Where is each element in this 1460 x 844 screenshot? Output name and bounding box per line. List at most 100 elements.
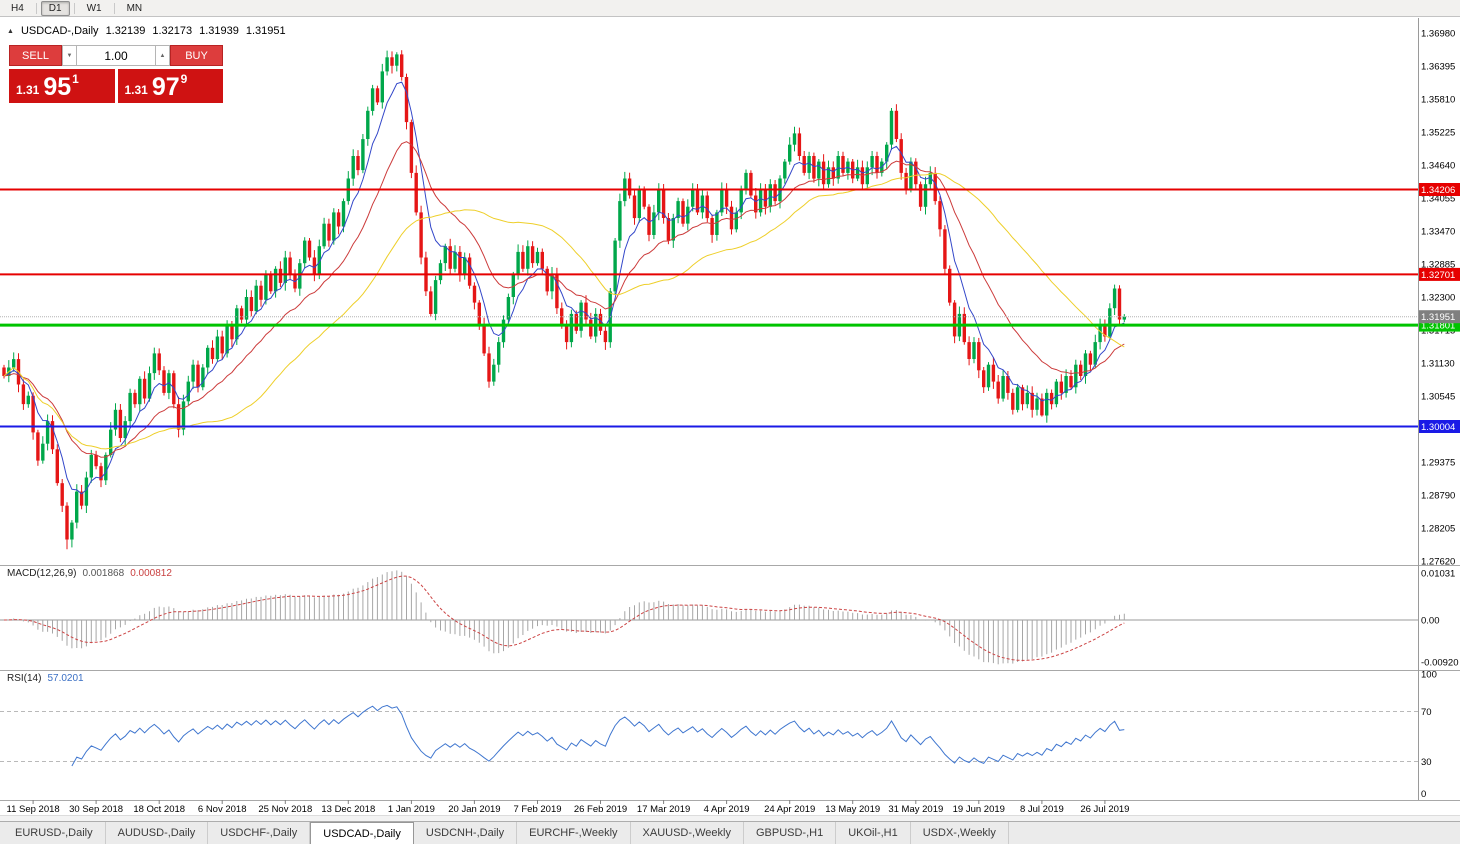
chart-symbol-label: USDCAD-,Daily [20,25,99,37]
svg-text:1.30545: 1.30545 [1421,392,1455,403]
svg-text:1.31801: 1.31801 [1421,321,1455,332]
chart-tab-gbpusd-h1[interactable]: GBPUSD-,H1 [744,822,837,844]
timeframe-toolbar: H4 D1 W1 MN [0,0,1460,17]
chart-tab-usdcad-daily[interactable]: USDCAD-,Daily [310,822,414,844]
svg-text:7 Feb 2019: 7 Feb 2019 [513,804,561,815]
svg-text:1.31130: 1.31130 [1421,359,1455,370]
svg-text:30 Sep 2018: 30 Sep 2018 [69,804,123,815]
horizontal-scrollbar[interactable] [0,815,1460,822]
trade-controls-row: SELL ▼ ▲ BUY [9,45,223,66]
volume-input[interactable] [77,45,155,66]
chart-tab-ukoil-h1[interactable]: UKOil-,H1 [836,822,911,844]
ask-price-display[interactable]: 1.31 97 9 [117,69,223,103]
svg-text:31 May 2019: 31 May 2019 [888,804,943,815]
chart-tab-eurchf-weekly[interactable]: EURCHF-,Weekly [517,822,631,844]
chart-tab-usdx-weekly[interactable]: USDX-,Weekly [911,822,1009,844]
svg-text:100: 100 [1421,670,1437,681]
chevron-up-icon: ▲ [159,52,166,59]
svg-text:1.34206: 1.34206 [1421,185,1455,196]
macd-layer [0,570,1418,665]
ask-price-prefix: 1.31 [124,83,148,97]
volume-decrease-button[interactable]: ▼ [62,45,77,66]
macd-signal-value: 0.000812 [130,568,172,579]
svg-text:30: 30 [1421,757,1432,768]
sell-button[interactable]: SELL [9,45,62,66]
svg-text:-0.00920: -0.00920 [1421,657,1459,668]
rsi-name: RSI(14) [7,673,42,684]
svg-text:8 Jul 2019: 8 Jul 2019 [1020,804,1064,815]
svg-text:20 Jan 2019: 20 Jan 2019 [448,804,500,815]
timeframe-button-w1[interactable]: W1 [86,2,102,14]
svg-text:1 Jan 2019: 1 Jan 2019 [388,804,435,815]
svg-text:26 Feb 2019: 26 Feb 2019 [574,804,627,815]
svg-text:1.35225: 1.35225 [1421,128,1455,139]
date-axis: 11 Sep 2018 30 Sep 2018 18 Oct 2018 6 Nov 2… [7,800,1129,815]
svg-text:6 Nov 2018: 6 Nov 2018 [198,804,247,815]
bid-ask-row: 1.31 95 1 1.31 97 9 [9,69,223,103]
svg-text:24 Apr 2019: 24 Apr 2019 [764,804,815,815]
svg-text:13 May 2019: 13 May 2019 [825,804,880,815]
chart-title: ▲ USDCAD-,Daily 1.32139 1.32173 1.31939 … [7,25,286,37]
ohlc-close: 1.31951 [245,25,286,37]
price-chart-svg: 1.36980 1.36395 1.35810 1.35225 1.34640 1.340… [0,18,1460,815]
timeframe-button-mn[interactable]: MN [126,2,143,14]
chart-tab-usdchf-daily[interactable]: USDCHF-,Daily [208,822,311,844]
svg-text:17 Mar 2019: 17 Mar 2019 [637,804,690,815]
rsi-value: 57.0201 [47,673,84,684]
svg-text:1.34640: 1.34640 [1421,161,1455,172]
svg-text:4 Apr 2019: 4 Apr 2019 [704,804,750,815]
svg-text:0.01031: 0.01031 [1421,569,1455,580]
chart-tab-eurusd-daily[interactable]: EURUSD-,Daily [3,822,106,844]
chart-tabs-bar: EURUSD-,Daily AUDUSD-,Daily USDCHF-,Daily U… [0,821,1460,844]
svg-text:1.36980: 1.36980 [1421,29,1455,40]
timeframe-button-h4[interactable]: H4 [11,2,24,14]
svg-text:0: 0 [1421,789,1426,800]
moving-averages-layer [3,81,1125,495]
price-axis: 1.36980 1.36395 1.35810 1.35225 1.34640 1.340… [1419,29,1460,800]
svg-text:1.30004: 1.30004 [1421,422,1455,433]
svg-text:1.31951: 1.31951 [1421,312,1455,323]
svg-text:1.34055: 1.34055 [1421,194,1455,205]
macd-main-value: 0.001868 [82,568,125,579]
rsi-layer [0,704,1418,767]
svg-text:11 Sep 2018: 11 Sep 2018 [7,804,60,815]
svg-text:0.00: 0.00 [1421,616,1440,627]
svg-text:26 Jul 2019: 26 Jul 2019 [1080,804,1129,815]
svg-text:13 Dec 2018: 13 Dec 2018 [321,804,375,815]
toolbar-separator [35,2,37,14]
svg-text:1.29375: 1.29375 [1421,458,1455,469]
svg-text:70: 70 [1421,707,1432,718]
svg-text:1.28790: 1.28790 [1421,491,1455,502]
volume-increase-button[interactable]: ▲ [155,45,170,66]
ohlc-high: 1.32173 [152,25,193,37]
bid-price-display[interactable]: 1.31 95 1 [9,69,115,103]
chevron-down-icon: ▼ [66,52,73,59]
panel-separators [0,18,1460,801]
symbol-arrow-icon: ▲ [7,27,14,35]
macd-indicator-label: MACD(12,26,9) 0.001868 0.000812 [7,568,172,579]
buy-button[interactable]: BUY [170,45,223,66]
timeframe-button-d1[interactable]: D1 [40,0,70,16]
chart-tab-usdcnh-daily[interactable]: USDCNH-,Daily [414,822,518,844]
ohlc-open: 1.32139 [105,25,146,37]
svg-text:1.32885: 1.32885 [1421,260,1455,271]
svg-text:18 Oct 2018: 18 Oct 2018 [133,804,185,815]
svg-text:1.33470: 1.33470 [1421,227,1455,238]
bid-price-prefix: 1.31 [16,83,40,97]
svg-text:1.27620: 1.27620 [1421,557,1455,568]
ask-price-pips: 97 [151,73,180,101]
svg-text:25 Nov 2018: 25 Nov 2018 [258,804,312,815]
bid-price-pips: 95 [43,73,72,101]
ohlc-low: 1.31939 [199,25,239,37]
svg-text:1.28205: 1.28205 [1421,524,1455,535]
ask-price-point: 9 [180,72,188,86]
hlines-layer [0,188,1418,428]
one-click-trading-panel: SELL ▼ ▲ BUY 1.31 95 1 1.31 97 9 [9,45,223,103]
chart-tab-audusd-daily[interactable]: AUDUSD-,Daily [106,822,209,844]
chart-tab-xauusd-weekly[interactable]: XAUUSD-,Weekly [631,822,744,844]
svg-text:1.36395: 1.36395 [1421,62,1455,73]
bid-price-point: 1 [72,72,79,86]
toolbar-separator [113,2,115,14]
